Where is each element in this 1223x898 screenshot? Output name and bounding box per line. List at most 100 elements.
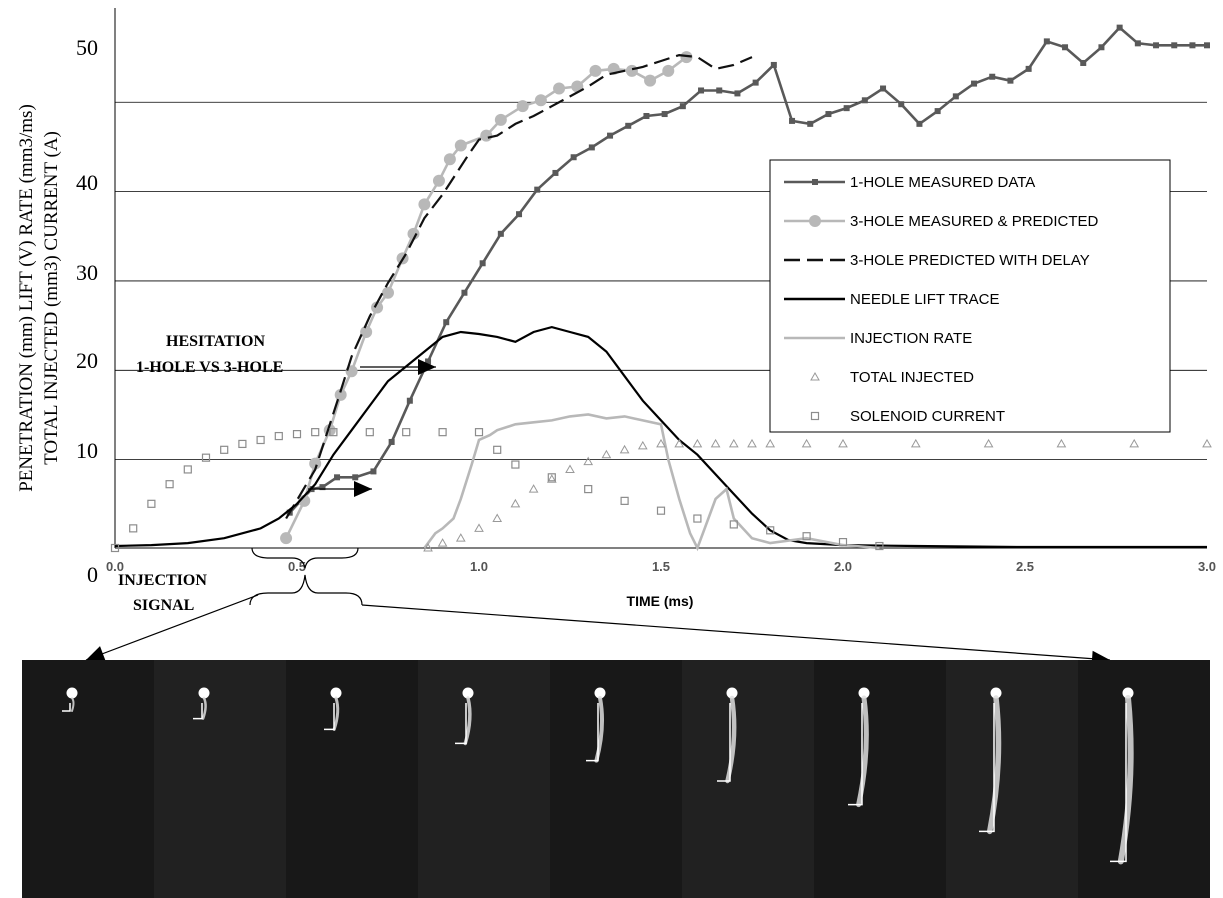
nozzle-marker	[198, 687, 210, 699]
data-point	[680, 51, 693, 64]
x-tick-label: 0.5	[288, 559, 306, 574]
data-point	[511, 460, 520, 469]
penetration-marker	[717, 703, 731, 782]
data-point	[365, 428, 374, 437]
data-point	[432, 174, 445, 187]
spray-image-sequence	[22, 660, 1210, 898]
injection-brace-upper	[251, 547, 359, 569]
data-point	[875, 541, 884, 551]
y-tick-label: 0	[87, 562, 98, 587]
data-point	[1098, 44, 1105, 51]
y-axis-title-line2: TOTAL INJECTED (mm3) CURRENT (A)	[41, 131, 62, 465]
nozzle-marker	[66, 687, 78, 699]
data-point	[770, 61, 777, 68]
injection-brace-lower	[249, 574, 363, 606]
data-point	[1056, 438, 1067, 448]
x-tick-label: 2.5	[1016, 559, 1034, 574]
legend-label: 1-HOLE MEASURED DATA	[850, 174, 1035, 191]
series-4	[423, 413, 880, 552]
arrow-line	[361, 604, 1111, 661]
data-point	[528, 484, 539, 493]
legend-box	[769, 159, 1171, 433]
penetration-marker	[848, 703, 863, 806]
data-point	[493, 445, 502, 454]
series-line	[285, 53, 753, 520]
data-point	[679, 103, 686, 110]
legend-label: 3-HOLE MEASURED & PREDICTED	[850, 213, 1099, 230]
legend-label: TOTAL INJECTED	[850, 369, 974, 386]
spray-plume	[332, 696, 340, 731]
data-point	[1129, 438, 1140, 448]
data-point	[510, 498, 521, 508]
y-tick-label: 50	[76, 35, 98, 60]
y-tick-label: 30	[76, 260, 98, 285]
arrow-line	[85, 594, 259, 661]
photo-frame	[550, 660, 682, 898]
data-point	[1043, 38, 1050, 45]
data-point	[1025, 65, 1032, 72]
penetration-marker	[324, 703, 335, 731]
data-point	[1007, 77, 1014, 84]
data-point	[438, 428, 447, 437]
series-2	[285, 53, 753, 520]
data-point	[601, 449, 612, 459]
spray-plume	[201, 696, 207, 720]
y-axis-title-line1: PENETRATION (mm) LIFT (V) RATE (mm3/ms)	[16, 104, 37, 492]
data-point	[910, 438, 921, 448]
data-point	[825, 111, 832, 118]
data-point	[165, 480, 174, 489]
annotation-hesitation: HESITATION	[166, 333, 265, 350]
data-point	[388, 438, 395, 445]
photo-frame	[946, 660, 1078, 898]
data-point	[843, 105, 850, 112]
frame-background	[1078, 660, 1210, 898]
data-point	[474, 428, 484, 437]
data-point	[311, 428, 320, 437]
series-6	[110, 428, 884, 553]
legend-label: 3-HOLE PREDICTED WITH DELAY	[850, 252, 1090, 269]
nozzle-marker	[990, 687, 1002, 699]
data-point	[238, 439, 247, 449]
data-point	[492, 513, 503, 523]
data-point	[256, 435, 265, 445]
data-point	[643, 113, 650, 119]
data-point	[589, 64, 602, 77]
nozzle-marker	[858, 687, 870, 699]
arrow-head	[354, 481, 372, 497]
data-point	[516, 211, 523, 218]
photo-frame	[682, 660, 814, 898]
data-point	[570, 154, 577, 161]
data-point	[319, 484, 326, 491]
legend-label: INJECTION RATE	[850, 330, 972, 347]
x-axis-title: TIME (ms)	[627, 593, 694, 609]
data-point	[693, 514, 702, 523]
data-point	[898, 101, 905, 108]
data-point	[810, 411, 820, 421]
data-point	[474, 523, 484, 532]
penetration-marker	[979, 703, 995, 833]
penetration-marker	[193, 703, 203, 720]
data-point	[656, 438, 666, 448]
data-point	[734, 90, 741, 97]
data-point	[382, 286, 394, 299]
data-point	[480, 129, 493, 142]
data-point	[583, 456, 594, 466]
x-tick-label: 1.5	[652, 559, 670, 574]
data-point	[880, 85, 887, 92]
data-point	[479, 260, 486, 267]
spray-plume	[856, 695, 869, 808]
frame-background	[154, 660, 286, 898]
data-point	[360, 326, 373, 338]
data-point	[329, 428, 338, 437]
frame-background	[418, 660, 550, 898]
data-point	[334, 474, 341, 481]
legend-label: NEEDLE LIFT TRACE	[850, 291, 1000, 308]
x-tick-label: 0.0	[106, 559, 124, 574]
photo-frame	[814, 660, 946, 898]
data-point	[619, 444, 630, 454]
data-point	[406, 397, 413, 404]
data-point	[220, 445, 229, 454]
x-tick-label: 3.0	[1198, 559, 1216, 574]
nozzle-marker	[594, 687, 606, 699]
data-point	[292, 430, 302, 439]
